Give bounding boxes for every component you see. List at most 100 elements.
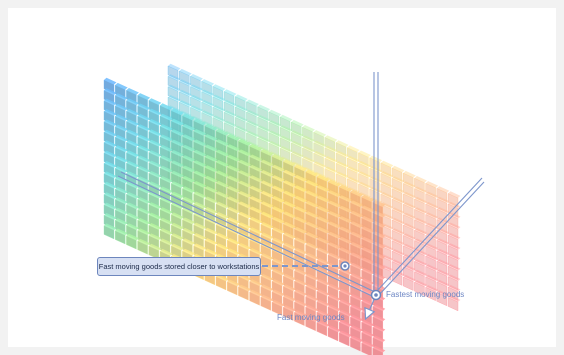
storage-bin-top [238, 159, 251, 167]
storage-bin [414, 209, 425, 224]
storage-bin [391, 230, 403, 245]
storage-bin-top [148, 191, 162, 199]
storage-bin-top [414, 176, 427, 183]
storage-bin-top [372, 345, 386, 353]
storage-bin-top [328, 211, 341, 218]
storage-bin-top [361, 205, 375, 213]
storage-bin [290, 132, 302, 147]
storage-bin-top [182, 113, 195, 121]
storage-bin-top [347, 145, 360, 153]
storage-bin-top [104, 77, 117, 85]
storage-bin-top [380, 202, 394, 210]
storage-bin-top [260, 232, 274, 240]
storage-bin-top [403, 212, 416, 220]
storage-bin [327, 327, 339, 342]
storage-bin-top [182, 207, 195, 214]
storage-bin-top [414, 248, 427, 256]
storage-bin-top [212, 84, 226, 91]
storage-bin-top [350, 210, 363, 218]
storage-bin [290, 142, 302, 157]
storage-bin-top [294, 310, 307, 317]
storage-bin [447, 193, 459, 208]
storage-bin [436, 198, 448, 213]
storage-bin-top [160, 207, 173, 215]
storage-bin-top [260, 159, 274, 167]
storage-bin-top [313, 130, 327, 137]
storage-bin-top [350, 231, 363, 239]
storage-bin-top [104, 213, 117, 220]
storage-bin [223, 91, 235, 106]
storage-bin [212, 86, 224, 101]
storage-bin-top [272, 216, 285, 224]
storage-bin-top [305, 211, 319, 218]
storage-bin-top [305, 263, 319, 270]
storage-bin-top [182, 155, 195, 162]
storage-bin [268, 121, 280, 137]
storage-bin-top [216, 139, 229, 146]
axis-lines [117, 72, 485, 297]
storage-bin [425, 245, 436, 260]
storage-bin-top [436, 186, 450, 193]
storage-bin-top [104, 88, 117, 95]
storage-bin-top [403, 233, 416, 241]
storage-bin-top [392, 165, 405, 173]
storage-bin-top [283, 232, 296, 239]
storage-bin-top [339, 288, 352, 296]
storage-bin-top [268, 140, 282, 148]
storage-bin-top [137, 155, 151, 163]
storage-bin [282, 306, 294, 321]
storage-bin [294, 311, 305, 327]
storage-bin-top [328, 179, 341, 187]
storage-bin-top [216, 212, 229, 219]
storage-bin-top [268, 120, 282, 127]
storage-bin-top [249, 175, 263, 183]
storage-bin-top [148, 139, 162, 147]
storage-bin-top [115, 155, 128, 163]
storage-bin [279, 116, 291, 131]
storage-bin-top [193, 149, 207, 157]
storage-bin-top [350, 190, 363, 197]
storage-bin-top [235, 115, 248, 122]
storage-bin-top [249, 248, 263, 255]
storage-bin-top [414, 259, 427, 266]
storage-bin-top [227, 185, 240, 193]
storage-bin-top [104, 140, 117, 147]
storage-bin-top [204, 196, 218, 204]
storage-bin [436, 281, 448, 296]
storage-bin-top [291, 140, 304, 148]
storage-bin-top [328, 200, 341, 208]
storage-bin-top [272, 206, 285, 214]
storage-bin [324, 157, 336, 172]
storage-bin-top [190, 84, 203, 92]
storage-bin-top [126, 140, 139, 147]
storage-bin-top [168, 95, 181, 102]
storage-bin-top [294, 299, 307, 307]
storage-bin [402, 245, 414, 260]
storage-bin [350, 337, 361, 352]
storage-bin-top [126, 223, 139, 230]
storage-bin-top [216, 232, 229, 240]
storage-bin-top [126, 233, 139, 241]
storage-bin-top [380, 171, 394, 178]
storage-bin-top [291, 151, 304, 158]
storage-bin-top [260, 149, 274, 156]
storage-bin [447, 224, 459, 239]
storage-bin-top [171, 233, 184, 240]
storage-bin-top [227, 144, 240, 152]
storage-bin-top [193, 243, 207, 251]
storage-bin [346, 168, 358, 183]
storage-bin-top [305, 200, 319, 208]
storage-bin [246, 122, 257, 137]
storage-bin-top [115, 145, 128, 153]
storage-bin-top [137, 197, 151, 204]
storage-bin-top [160, 134, 173, 142]
storage-bin-top [227, 237, 240, 245]
storage-bin-top [414, 217, 427, 225]
storage-bin-top [235, 125, 248, 133]
storage-bin-top [190, 105, 203, 112]
storage-bin [313, 152, 324, 167]
storage-bin-top [246, 109, 259, 117]
storage-bin-top [302, 145, 315, 153]
storage-bin [302, 137, 313, 152]
storage-bin-top [313, 150, 327, 158]
